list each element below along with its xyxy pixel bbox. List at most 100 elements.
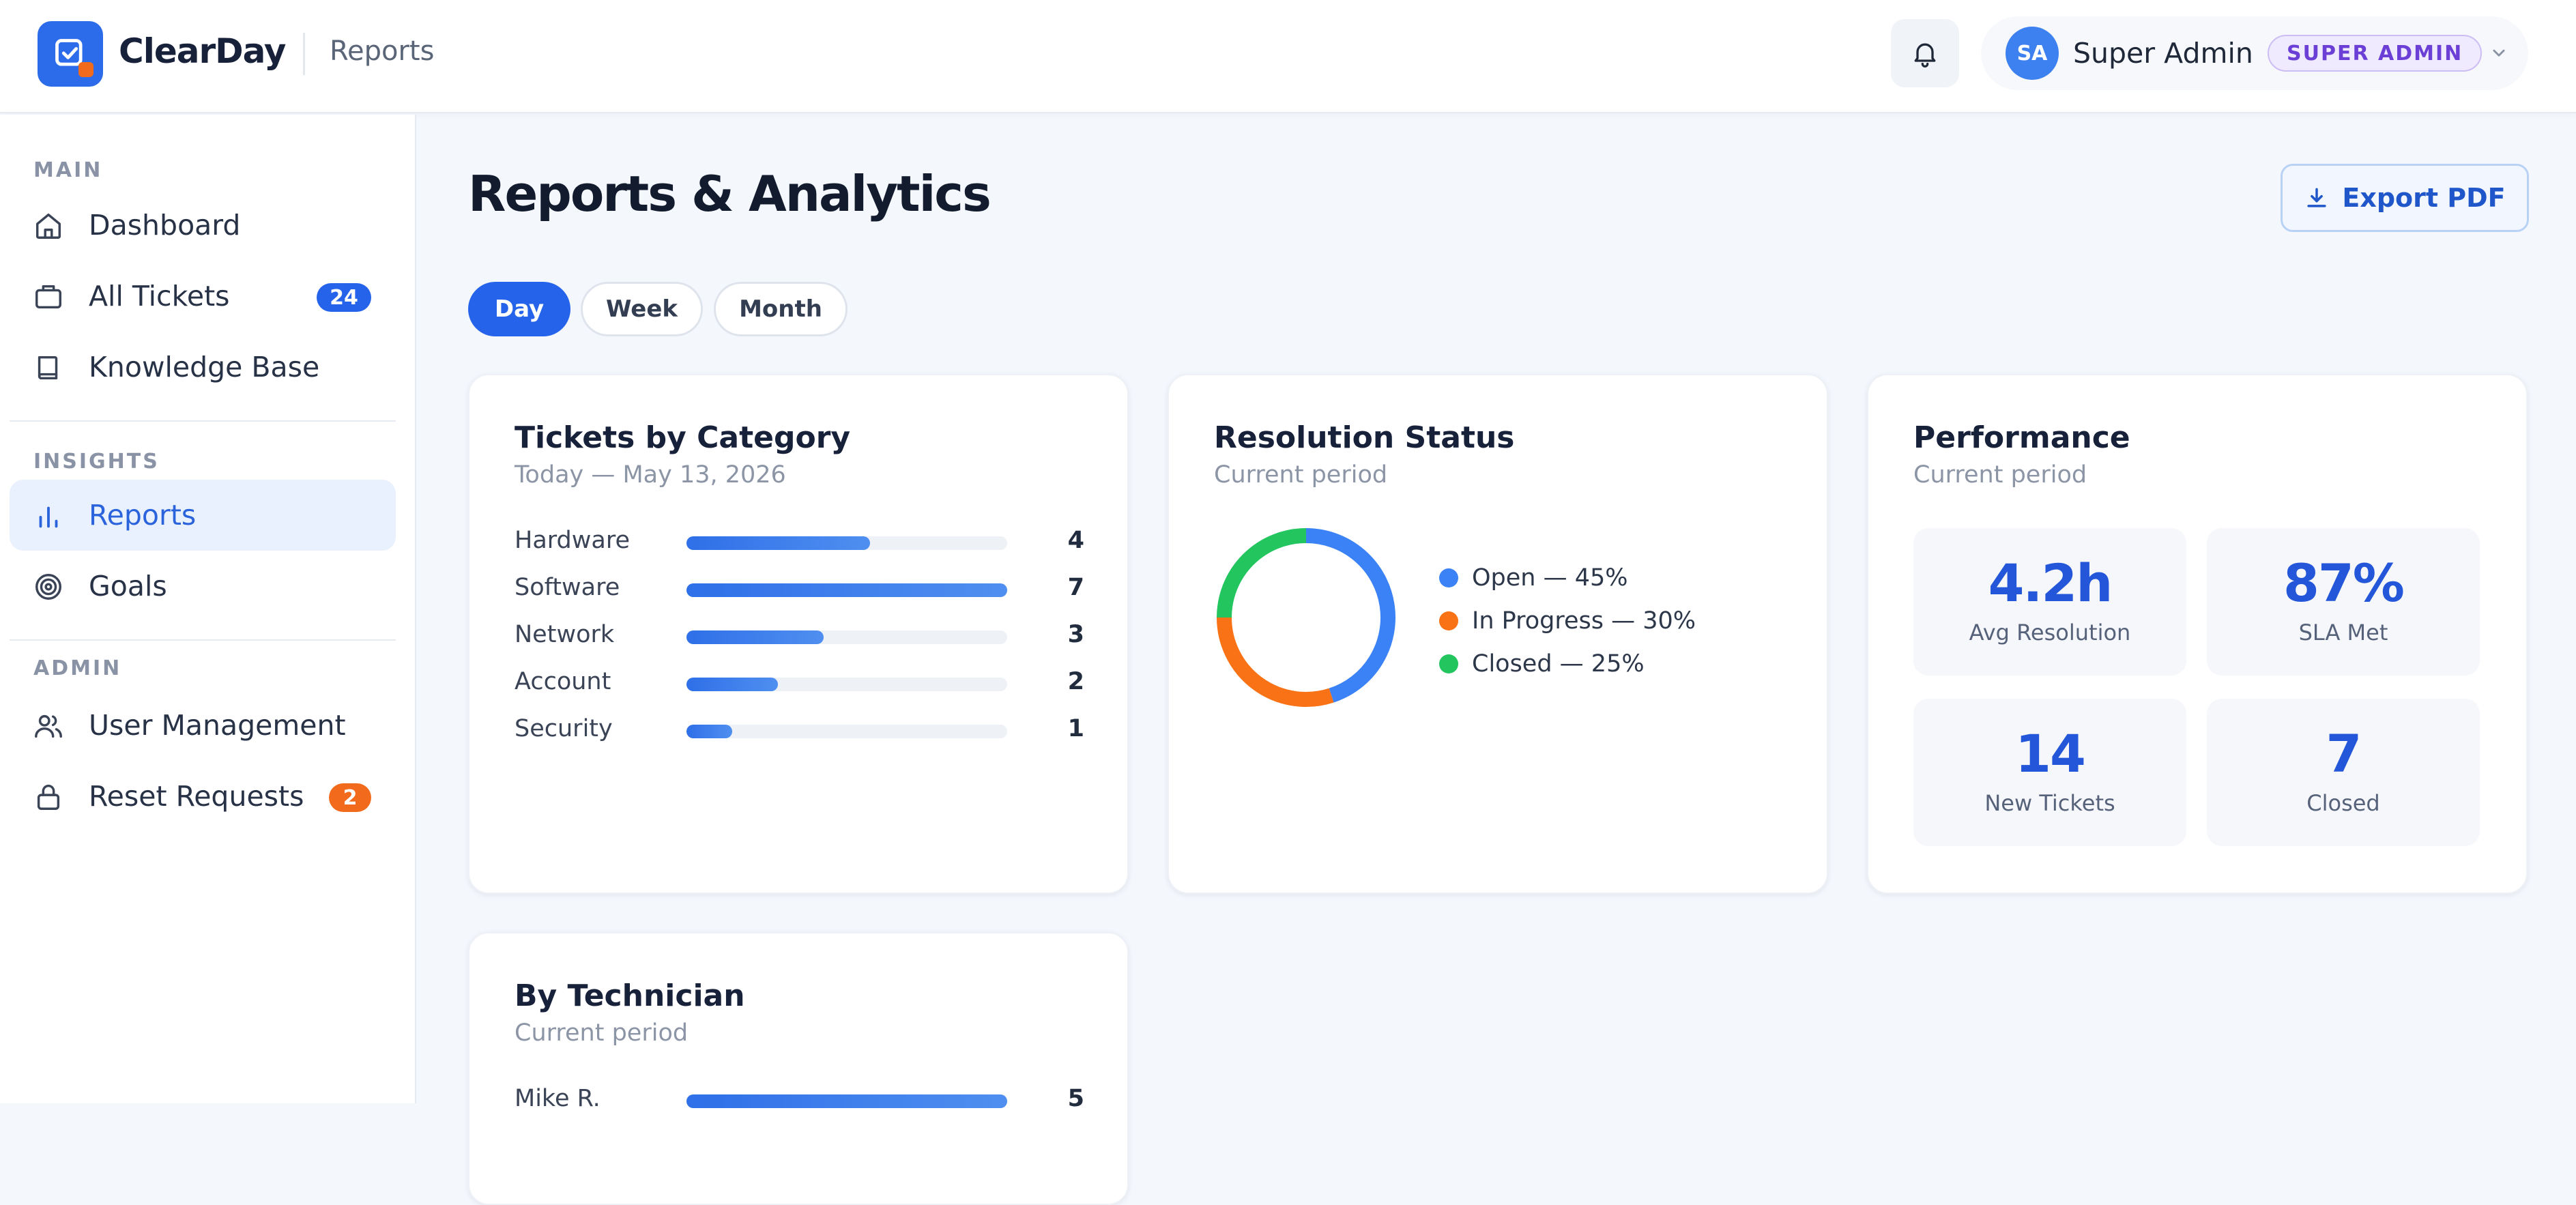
by-technician-card: By Technician Current period Mike R. 5 bbox=[468, 932, 1129, 1205]
kpi-value: 4.2h bbox=[1988, 553, 2113, 613]
sidebar-item-user-management[interactable]: User Management bbox=[10, 690, 396, 761]
bar-label: Network bbox=[515, 621, 615, 648]
logo-accent-dot bbox=[78, 62, 93, 77]
tickets-by-category-card: Tickets by Category Today — May 13, 2026… bbox=[468, 374, 1129, 894]
bar-row: Hardware 4 bbox=[515, 527, 1084, 561]
card-subtitle: Today — May 13, 2026 bbox=[515, 461, 786, 489]
bar-row: Security 1 bbox=[515, 715, 1084, 749]
checkbox-logo-icon bbox=[55, 39, 83, 66]
kpi-label: Closed bbox=[2306, 790, 2380, 816]
period-tab-month[interactable]: Month bbox=[714, 282, 848, 336]
bell-icon bbox=[1914, 43, 1936, 68]
sidebar-section-admin: ADMIN bbox=[33, 656, 122, 680]
bar-track bbox=[686, 630, 1007, 644]
sidebar-item-label: Knowledge Base bbox=[89, 351, 320, 383]
bar-label: Mike R. bbox=[515, 1085, 600, 1112]
lock-icon bbox=[37, 785, 60, 810]
home-icon bbox=[35, 213, 61, 239]
legend-label: In Progress — 30% bbox=[1472, 607, 1696, 635]
bar-value: 5 bbox=[1067, 1085, 1084, 1112]
bar-value: 7 bbox=[1067, 574, 1084, 601]
sidebar-item-knowledge-base[interactable]: Knowledge Base bbox=[10, 332, 396, 403]
kpi-value: 87% bbox=[2283, 553, 2405, 613]
bar-fill bbox=[686, 1094, 1007, 1108]
sidebar-item-dashboard[interactable]: Dashboard bbox=[10, 190, 396, 261]
sidebar-item-goals[interactable]: Goals bbox=[10, 551, 396, 622]
legend-dot bbox=[1439, 568, 1458, 587]
users-icon bbox=[35, 714, 62, 738]
bar-value: 3 bbox=[1067, 621, 1084, 648]
legend-label: Open — 45% bbox=[1472, 564, 1628, 592]
bar-row: Software 7 bbox=[515, 574, 1084, 608]
card-subtitle: Current period bbox=[1913, 461, 2087, 489]
resolution-status-card: Resolution Status Current period Open — … bbox=[1168, 374, 1828, 894]
notifications-button[interactable] bbox=[1891, 19, 1959, 87]
legend-dot bbox=[1439, 611, 1458, 630]
target-icon bbox=[35, 574, 61, 600]
sidebar-item-label: Reset Requests bbox=[89, 780, 304, 813]
bar-label: Account bbox=[515, 668, 611, 695]
ticket-icon bbox=[35, 285, 61, 309]
user-menu[interactable]: SA Super Admin SUPER ADMIN bbox=[1981, 16, 2528, 90]
bar-row: Account 2 bbox=[515, 668, 1084, 702]
bar-value: 2 bbox=[1067, 668, 1084, 695]
legend-dot bbox=[1439, 654, 1458, 673]
sidebar-divider bbox=[10, 639, 396, 641]
sidebar: MAIN Dashboard All Tickets 24 Knowledge … bbox=[0, 115, 416, 1103]
export-pdf-label: Export PDF bbox=[2342, 183, 2506, 213]
bar-fill bbox=[686, 725, 733, 738]
legend-item: Open — 45% bbox=[1439, 563, 1628, 593]
donut-slice-in-progress bbox=[1217, 617, 1334, 707]
sidebar-section-insights: INSIGHTS bbox=[33, 450, 160, 474]
sidebar-divider bbox=[10, 420, 396, 422]
page-title: Reports & Analytics bbox=[468, 165, 992, 222]
sidebar-item-reset-requests[interactable]: Reset Requests 2 bbox=[10, 761, 396, 832]
sidebar-item-reports[interactable]: Reports bbox=[10, 480, 396, 551]
legend-item: In Progress — 30% bbox=[1439, 606, 1696, 636]
brand-name: ClearDay bbox=[119, 31, 286, 71]
app-logo[interactable] bbox=[38, 21, 103, 87]
bar-label: Software bbox=[515, 574, 620, 601]
card-subtitle: Current period bbox=[1214, 461, 1388, 489]
header-divider bbox=[303, 33, 305, 75]
kpi-value: 14 bbox=[2015, 723, 2086, 784]
card-title: By Technician bbox=[515, 978, 745, 1013]
bar-track bbox=[686, 583, 1007, 597]
sidebar-item-label: Reports bbox=[89, 499, 197, 532]
export-pdf-button[interactable]: Export PDF bbox=[2281, 164, 2529, 232]
bar-row: Mike R. 5 bbox=[515, 1085, 1084, 1119]
bar-value: 4 bbox=[1067, 527, 1084, 554]
role-badge: SUPER ADMIN bbox=[2268, 35, 2483, 72]
bar-track bbox=[686, 725, 1007, 738]
kpi-label: New Tickets bbox=[1984, 790, 2115, 816]
legend-label: Closed — 25% bbox=[1472, 650, 1645, 678]
bar-value: 1 bbox=[1067, 715, 1084, 742]
bar-chart-icon bbox=[39, 506, 58, 528]
user-name: Super Admin bbox=[2073, 37, 2253, 70]
period-tab-day[interactable]: Day bbox=[468, 282, 570, 336]
bar-track bbox=[686, 678, 1007, 691]
kpi-label: Avg Resolution bbox=[1969, 620, 2131, 645]
legend-item: Closed — 25% bbox=[1439, 649, 1645, 679]
period-tab-week[interactable]: Week bbox=[581, 282, 703, 336]
kpi-new-tickets: 14 New Tickets bbox=[1913, 699, 2186, 846]
kpi-avg-resolution: 4.2h Avg Resolution bbox=[1913, 528, 2186, 676]
sidebar-section-main: MAIN bbox=[33, 158, 103, 182]
kpi-value: 7 bbox=[2326, 723, 2362, 784]
sidebar-item-label: All Tickets bbox=[89, 280, 230, 313]
resolution-donut-chart bbox=[1217, 528, 1395, 707]
performance-card: Performance Current period 4.2h Avg Reso… bbox=[1867, 374, 2528, 894]
bar-track bbox=[686, 1094, 1007, 1108]
bar-fill bbox=[686, 583, 1007, 597]
donut-slice-closed bbox=[1217, 528, 1307, 618]
bar-fill bbox=[686, 630, 824, 644]
tickets-count-badge: 24 bbox=[317, 283, 371, 312]
sidebar-item-label: Dashboard bbox=[89, 209, 241, 242]
avatar: SA bbox=[2006, 27, 2059, 80]
download-icon bbox=[2307, 188, 2326, 207]
kpi-sla-met: 87% SLA Met bbox=[2207, 528, 2480, 676]
reset-requests-count-badge: 2 bbox=[329, 783, 371, 812]
kpi-closed: 7 Closed bbox=[2207, 699, 2480, 846]
donut-slice-open bbox=[1305, 528, 1395, 703]
sidebar-item-all-tickets[interactable]: All Tickets 24 bbox=[10, 261, 396, 332]
